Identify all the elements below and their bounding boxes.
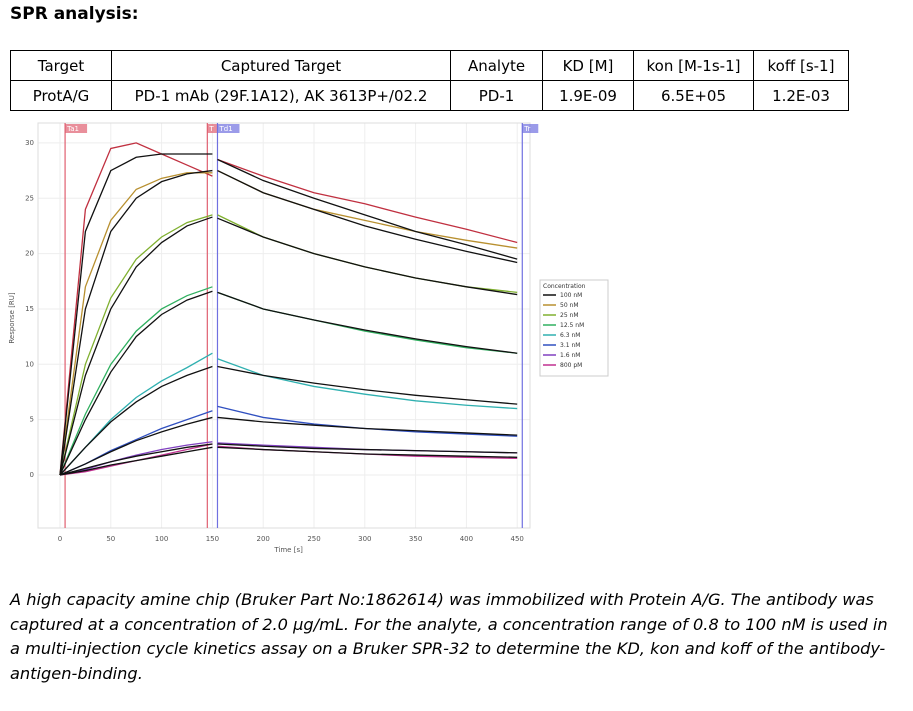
marker-label: Tr xyxy=(523,125,530,133)
caption: A high capacity amine chip (Bruker Part … xyxy=(10,590,888,683)
y-tick-label: 30 xyxy=(25,139,34,147)
x-tick-label: 150 xyxy=(206,535,219,543)
x-tick-label: 250 xyxy=(307,535,320,543)
spr-sensorgram: 0 50 100 150 200 250 300 350 400 450 0 5 10 15 20 25 30 T… xyxy=(8,122,609,554)
cell-target: ProtA/G xyxy=(10,80,112,111)
fit-curve xyxy=(59,153,518,476)
spr-table: Target Captured Target Analyte KD [M] ko… xyxy=(10,50,849,111)
cell-kd: 1.9E-09 xyxy=(542,80,634,111)
marker-tag xyxy=(65,124,88,133)
cell-captured-target: PD-1 mAb (29F.1A12), AK 3613P+/02.2 xyxy=(111,80,451,111)
x-tick-label: 450 xyxy=(511,535,524,543)
legend-label: 100 nM xyxy=(560,292,582,299)
data-curve-3.1nM xyxy=(59,405,518,476)
x-tick-label: 50 xyxy=(106,535,115,543)
header-kon: kon [M-1s-1] xyxy=(633,50,754,81)
header-captured-target: Captured Target xyxy=(111,50,451,81)
x-tick-label: 100 xyxy=(155,535,168,543)
x-tick-label: 350 xyxy=(409,535,422,543)
header-target: Target xyxy=(10,50,112,81)
cell-koff: 1.2E-03 xyxy=(753,80,849,111)
data-curve-50nM xyxy=(59,169,518,476)
y-tick-label: 15 xyxy=(25,305,34,313)
plot-frame xyxy=(37,122,531,529)
x-tick-label: 0 xyxy=(58,535,62,543)
y-axis-label: Response [RU] xyxy=(8,292,16,344)
legend-label: 12.5 nM xyxy=(560,322,584,329)
x-tick-label: 300 xyxy=(358,535,371,543)
marker-tag xyxy=(207,124,218,133)
y-tick-label: 20 xyxy=(25,250,34,258)
legend-label: 3.1 nM xyxy=(560,342,580,349)
y-tick-label: 0 xyxy=(30,471,34,479)
data-curve-800pM xyxy=(59,443,518,476)
fit-curve xyxy=(59,216,518,476)
fit-curve xyxy=(59,365,518,476)
legend-label: 1.6 nM xyxy=(560,352,580,359)
legend-box xyxy=(539,279,609,377)
legend-label: 25 nM xyxy=(560,312,579,319)
cell-analyte: PD-1 xyxy=(450,80,543,111)
table-header-row: Target Captured Target Analyte KD [M] ko… xyxy=(10,50,849,81)
y-tick-label: 25 xyxy=(25,194,34,202)
legend-label: 6.3 nM xyxy=(560,332,580,339)
cell-kon: 6.5E+05 xyxy=(633,80,754,111)
y-tick-label: 5 xyxy=(30,416,34,424)
y-tick-label: 10 xyxy=(25,360,34,368)
section-title: SPR analysis: xyxy=(10,4,139,24)
data-curve-100nM xyxy=(59,142,518,476)
x-axis-label: Time [s] xyxy=(273,546,303,554)
fit-curve xyxy=(59,443,518,476)
fit-curve xyxy=(59,416,518,476)
fit-curve xyxy=(59,290,518,476)
x-tick-label: 200 xyxy=(257,535,270,543)
header-analyte: Analyte xyxy=(450,50,543,81)
marker-tag xyxy=(522,124,539,133)
marker-label: T xyxy=(208,125,214,133)
header-kd: KD [M] xyxy=(542,50,634,81)
legend-label: 800 pM xyxy=(560,362,582,369)
header-koff: koff [s-1] xyxy=(753,50,849,81)
table-row: ProtA/G PD-1 mAb (29F.1A12), AK 3613P+/0… xyxy=(10,80,849,111)
x-tick-label: 400 xyxy=(460,535,473,543)
marker-tag xyxy=(217,124,240,133)
fit-curve xyxy=(59,446,518,476)
marker-label: Td1 xyxy=(218,125,232,133)
legend-label: 50 nM xyxy=(560,302,579,309)
fit-curve xyxy=(59,169,518,476)
marker-label: Ta1 xyxy=(66,125,79,133)
legend-title: Concentration xyxy=(543,283,586,290)
